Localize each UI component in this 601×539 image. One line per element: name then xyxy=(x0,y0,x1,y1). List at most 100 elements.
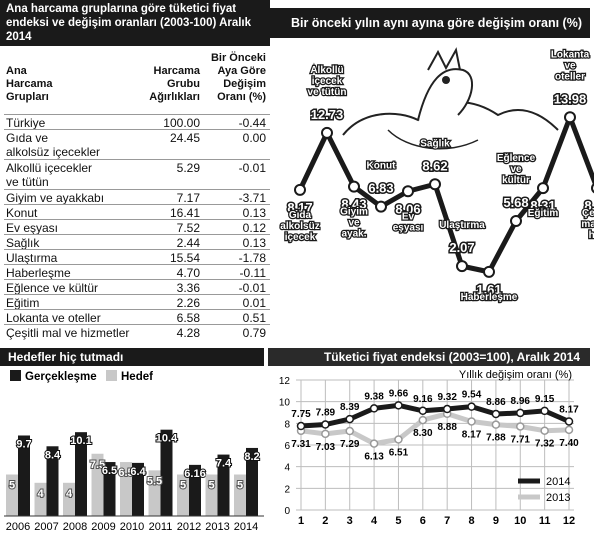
month-tick-label: 5 xyxy=(395,515,401,527)
figure-head-outline xyxy=(417,68,473,121)
category-label: Ev xyxy=(402,211,415,222)
cpi-chart-title: Tüketici fiyat endeksi (2003=100), Aralı… xyxy=(268,348,590,366)
change-point xyxy=(348,180,360,193)
month-tick-label: 2 xyxy=(322,515,328,527)
target-value-label: 5 xyxy=(9,480,15,492)
change-point xyxy=(537,182,549,195)
actual-bar xyxy=(246,447,258,516)
table-row: Lokanta ve oteller 6.58 0.51 xyxy=(4,309,270,325)
category-change-chart: 8.17Gıdaalkolsüziçecek12.73Alkollüiçecek… xyxy=(279,47,594,304)
row-category: Konut xyxy=(6,206,136,220)
actual-value-label: 7.4 xyxy=(216,458,232,470)
row-weight: 2.44 xyxy=(176,236,200,250)
row-category-line: Lokanta ve oteller xyxy=(6,311,101,325)
target-value-label: 4 xyxy=(66,488,73,500)
series-2013-point xyxy=(394,435,403,444)
target-bar xyxy=(120,462,132,516)
target-value-label: 5.5 xyxy=(147,475,162,487)
row-change: 0.01 xyxy=(242,296,266,310)
row-category-line: Türkiye xyxy=(6,116,46,130)
change-value-label: 13.98 xyxy=(554,91,587,106)
row-category: Türkiye xyxy=(6,116,136,130)
change-value-label: 8.62 xyxy=(422,158,447,173)
target-value-label: 4 xyxy=(37,488,44,500)
month-tick-label: 7 xyxy=(444,515,450,527)
row-weight: 5.29 xyxy=(176,161,200,175)
row-weight: 100.00 xyxy=(163,116,200,130)
table-row: Konut 16.41 0.13 xyxy=(4,204,270,220)
change-point xyxy=(591,182,594,194)
row-category: Haberleşme xyxy=(6,266,136,280)
table-column-header: Ana Harcama Grupları xyxy=(6,65,106,104)
table-column-header-line: Oranı (%) xyxy=(217,91,266,103)
table-row: Gıda ve alkolsüz içecekler 24.45 0.00 xyxy=(4,129,270,160)
row-category-line: Çeşitli mal ve hizmetler xyxy=(6,326,130,340)
table-row: Alkollü içecekler ve tütün 5.29 -0.01 xyxy=(4,159,270,190)
change-value-label: 8.31 xyxy=(584,198,594,213)
legend-label-2013: 2013 xyxy=(546,492,570,504)
target-bar xyxy=(148,470,161,516)
row-weight: 2.26 xyxy=(176,296,200,310)
change-point xyxy=(483,265,495,278)
table-column-header-line: Harcama xyxy=(153,65,200,77)
row-weight: 16.41 xyxy=(169,206,200,220)
row-change: -0.11 xyxy=(239,266,266,280)
table-column-header-line: Grubu xyxy=(167,78,200,90)
actual-bar xyxy=(132,462,144,516)
series-2014-value-label: 8.86 xyxy=(486,397,506,408)
row-weight: 7.17 xyxy=(176,191,200,205)
legend-label-target: Hedef xyxy=(121,371,153,383)
row-category: Ulaştırma xyxy=(6,251,136,265)
category-label: mal ve xyxy=(581,219,594,230)
category-label: kültür xyxy=(502,175,530,186)
change-value-label: 8.17 xyxy=(287,200,312,215)
row-category-line: Ev eşyası xyxy=(6,221,59,235)
change-value-label: 8.43 xyxy=(341,197,366,212)
actual-value-label: 8.2 xyxy=(244,451,259,463)
table-row: Çeşitli mal ve hizmetler 4.28 0.79 xyxy=(4,324,270,340)
row-category-line: Ulaştırma xyxy=(6,251,58,265)
actual-bar xyxy=(75,432,87,516)
row-change: -1.78 xyxy=(238,251,266,265)
target-bar xyxy=(91,453,104,516)
category-label: Gıda xyxy=(289,210,312,221)
category-label: ayak. xyxy=(341,229,366,240)
change-point xyxy=(402,185,414,198)
table-column-header-line: Ağırlıkları xyxy=(149,91,200,103)
line-chart-title: Bir önceki yılın aynı ayına göre değişim… xyxy=(268,8,590,38)
series-2013-value-label: 7.32 xyxy=(535,439,555,450)
actual-value-label: 6.16 xyxy=(184,468,205,480)
series-2014-point xyxy=(296,421,306,431)
row-category-line: Konut xyxy=(6,206,38,220)
change-point xyxy=(510,215,522,227)
series-2014-point xyxy=(369,404,379,413)
legend-swatch-target xyxy=(106,370,117,381)
target-value-label: 5 xyxy=(180,480,186,492)
row-category-line: Giyim ve ayakkabı xyxy=(6,191,105,205)
series-2013-point xyxy=(321,429,330,439)
table-title: Ana harcama gruplarına göre tüketici fiy… xyxy=(0,0,270,46)
series-2014-point xyxy=(345,414,354,424)
target-bar xyxy=(234,474,246,516)
row-category-line: Haberleşme xyxy=(6,266,71,280)
series-2013-value-label: 7.88 xyxy=(486,433,506,444)
row-change: 0.13 xyxy=(242,236,266,250)
series-2014-value-label: 9.32 xyxy=(437,392,457,403)
row-category-line: Eğitim xyxy=(6,296,40,310)
category-label: Eğlence xyxy=(497,153,536,164)
table-row: Ulaştırma 15.54 -1.78 xyxy=(4,249,270,265)
table-column-header: Harcama Grubu Ağırlıkları xyxy=(114,65,200,104)
year-tick-label: 2014 xyxy=(234,521,258,533)
target-bar xyxy=(177,474,189,516)
row-weight: 4.70 xyxy=(176,266,200,280)
series-2014-value-label: 8.17 xyxy=(559,404,579,415)
series-2014-value-label: 7.75 xyxy=(291,409,311,420)
row-weight: 6.58 xyxy=(176,311,200,325)
change-value-label: 1.61 xyxy=(476,282,501,297)
category-label: ve tütün xyxy=(308,87,347,98)
series-2014-point xyxy=(394,401,403,410)
actual-bar xyxy=(103,462,116,516)
series-2014-point xyxy=(467,402,476,411)
category-label: Haberleşme xyxy=(461,292,518,303)
row-change: 0.12 xyxy=(242,221,266,235)
